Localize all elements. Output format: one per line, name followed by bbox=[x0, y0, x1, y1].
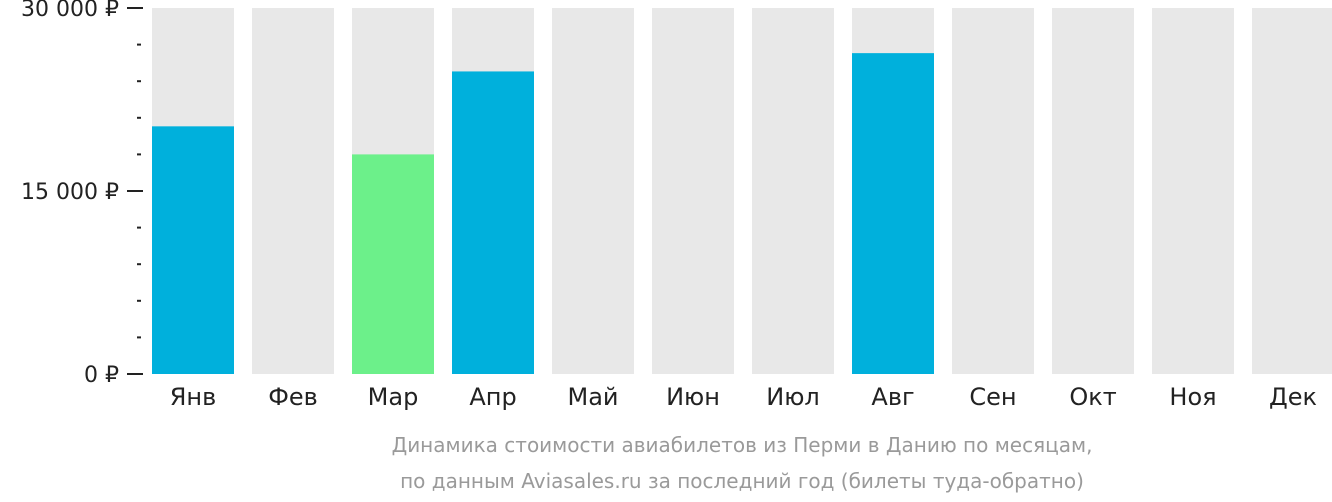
x-tick-label-month-7: Июл bbox=[766, 383, 820, 411]
bar-background-month-12 bbox=[1252, 8, 1332, 374]
x-tick-label-month-11: Ноя bbox=[1169, 383, 1216, 411]
x-tick-label-month-1: Янв bbox=[170, 383, 217, 411]
bar-background-month-2 bbox=[252, 8, 334, 374]
x-tick-label-month-10: Окт bbox=[1069, 383, 1116, 411]
x-tick-label-month-12: Дек bbox=[1269, 383, 1317, 411]
x-tick-label-month-9: Сен bbox=[969, 383, 1016, 411]
bar-background-month-5 bbox=[552, 8, 634, 374]
y-tick-label-2: 15 000 ₽ bbox=[21, 180, 119, 205]
bar-background-month-9 bbox=[952, 8, 1034, 374]
x-tick-label-month-3: Мар bbox=[368, 383, 419, 411]
x-tick-label-month-4: Апр bbox=[469, 383, 516, 411]
x-axis-labels: Янв Фев Мар Апр Май Июн Июл Авг Сен Окт Ноя Дек bbox=[170, 383, 1317, 411]
bar-month-3 bbox=[352, 154, 434, 374]
bar-background-month-11 bbox=[1152, 8, 1234, 374]
bars-layer bbox=[152, 8, 1332, 374]
bar-month-8 bbox=[852, 53, 934, 374]
x-tick-label-month-6: Июн bbox=[666, 383, 720, 411]
y-tick-label-1: 0 ₽ bbox=[84, 363, 119, 388]
bar-background-month-10 bbox=[1052, 8, 1134, 374]
y-tick-label-3: 30 000 ₽ bbox=[21, 0, 119, 22]
chart-caption-line-1: Динамика стоимости авиабилетов из Перми … bbox=[392, 433, 1093, 457]
bar-background-month-6 bbox=[652, 8, 734, 374]
x-tick-label-month-8: Авг bbox=[871, 383, 914, 411]
chart-caption-line-2: по данным Aviasales.ru за последний год … bbox=[400, 469, 1084, 493]
bar-month-4 bbox=[452, 71, 534, 374]
x-tick-label-month-2: Фев bbox=[268, 383, 318, 411]
x-tick-label-month-5: Май bbox=[567, 383, 618, 411]
bar-background-month-7 bbox=[752, 8, 834, 374]
y-axis: 0 ₽ 15 000 ₽ 30 000 ₽ bbox=[21, 0, 143, 388]
bar-month-1 bbox=[152, 126, 234, 374]
